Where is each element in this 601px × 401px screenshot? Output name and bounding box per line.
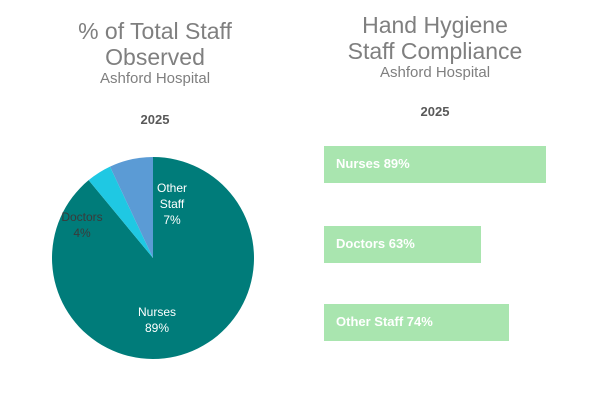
pie-slice-other-staff [109, 157, 153, 258]
pie-data-label: 89% [145, 321, 169, 335]
pie-chart-title-line1: % of Total Staff [78, 18, 232, 44]
pie-chart-title: % of Total Staff Observed [40, 18, 270, 70]
bar-chart-title: Hand Hygiene Staff Compliance [320, 12, 550, 64]
bar-chart-title-line1: Hand Hygiene [362, 12, 508, 38]
bar-label: Nurses 89% [336, 156, 410, 171]
pie-data-label: Doctors [61, 210, 102, 224]
bar-other-staff: Other Staff 74% [324, 304, 509, 341]
pie-data-label: 4% [73, 226, 91, 240]
pie-data-label: 7% [163, 213, 181, 227]
bar-chart-year: 2025 [420, 104, 450, 119]
bar-label: Doctors 63% [336, 236, 415, 251]
pie-data-label: Nurses [138, 305, 176, 319]
bar-doctors: Doctors 63% [324, 226, 482, 263]
pie-chart-year: 2025 [140, 112, 170, 127]
pie-slice-nurses [52, 157, 255, 359]
bar-label: Other Staff 74% [336, 314, 433, 329]
bar-chart-title-line2: Staff Compliance [347, 38, 523, 64]
bar-nurses: Nurses 89% [324, 146, 546, 183]
pie-data-label: Other [157, 181, 187, 195]
pie-chart-subtitle: Ashford Hospital [99, 70, 211, 87]
pie-slice-doctors [88, 166, 153, 258]
bar-chart-subtitle: Ashford Hospital [379, 64, 491, 81]
pie-chart-title-line2: Observed [105, 44, 205, 70]
pie-data-label: Staff [160, 197, 185, 211]
